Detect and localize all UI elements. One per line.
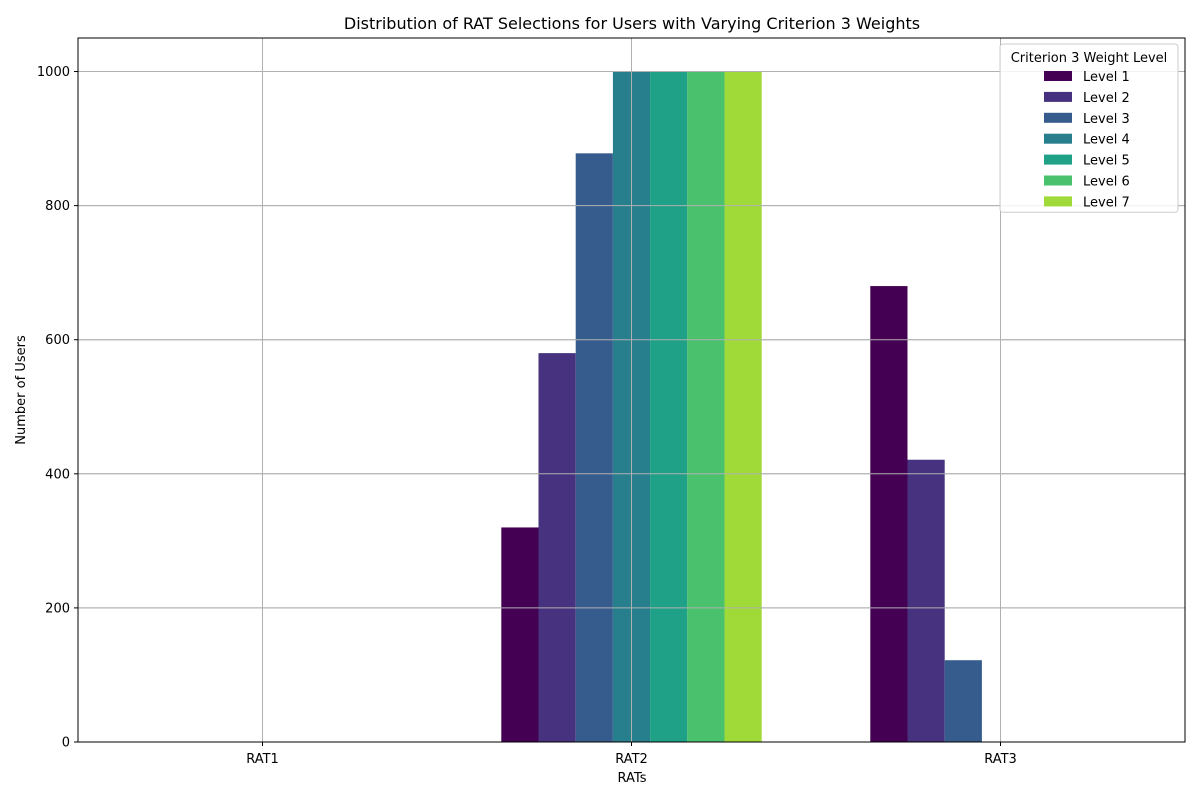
legend-label: Level 2 <box>1083 91 1130 106</box>
bar <box>870 286 908 742</box>
bars <box>78 38 1185 743</box>
chart-title: Distribution of RAT Selections for Users… <box>344 14 920 33</box>
y-tick-label: 200 <box>45 601 70 616</box>
legend-swatch <box>1044 91 1072 102</box>
y-tick-label: 0 <box>62 736 70 751</box>
legend-label: Level 5 <box>1083 154 1130 169</box>
legend-swatch <box>1044 133 1072 144</box>
x-tick-label: RAT1 <box>246 752 279 767</box>
bar <box>907 459 945 742</box>
x-axis-label: RATs <box>618 771 647 786</box>
legend-swatch <box>1044 71 1072 81</box>
bar <box>575 153 613 742</box>
y-tick-label: 1000 <box>37 65 70 80</box>
x-tick-label: RAT2 <box>615 752 648 767</box>
bar <box>724 71 762 743</box>
y-tick-label: 400 <box>45 467 70 482</box>
bar <box>687 71 725 743</box>
y-tick-label: 600 <box>45 333 70 348</box>
legend-swatch <box>1044 112 1072 123</box>
y-axis-label: Number of Users <box>14 335 29 445</box>
bar <box>538 353 576 742</box>
y-tick-label: 800 <box>45 199 70 214</box>
legend-swatch <box>1044 154 1072 165</box>
legend: Criterion 3 Weight Level Level 1 Level 2 Le… <box>999 43 1179 213</box>
legend-label: Level 1 <box>1083 70 1130 85</box>
bar <box>501 527 539 742</box>
legend-label: Level 6 <box>1083 175 1130 190</box>
x-tick-label: RAT3 <box>984 752 1017 767</box>
legend-swatch <box>1044 196 1072 207</box>
legend-label: Level 4 <box>1083 133 1130 148</box>
legend-label: Level 7 <box>1083 195 1130 210</box>
bar <box>944 660 982 742</box>
legend-title: Criterion 3 Weight Level <box>1011 51 1168 66</box>
legend-swatch <box>1044 175 1072 186</box>
legend-box <box>999 43 1179 213</box>
legend-label: Level 3 <box>1083 112 1130 127</box>
bar <box>650 71 688 743</box>
axes: 0 200 400 600 800 1000 RAT1 RAT2 RAT3 <box>37 37 1186 767</box>
